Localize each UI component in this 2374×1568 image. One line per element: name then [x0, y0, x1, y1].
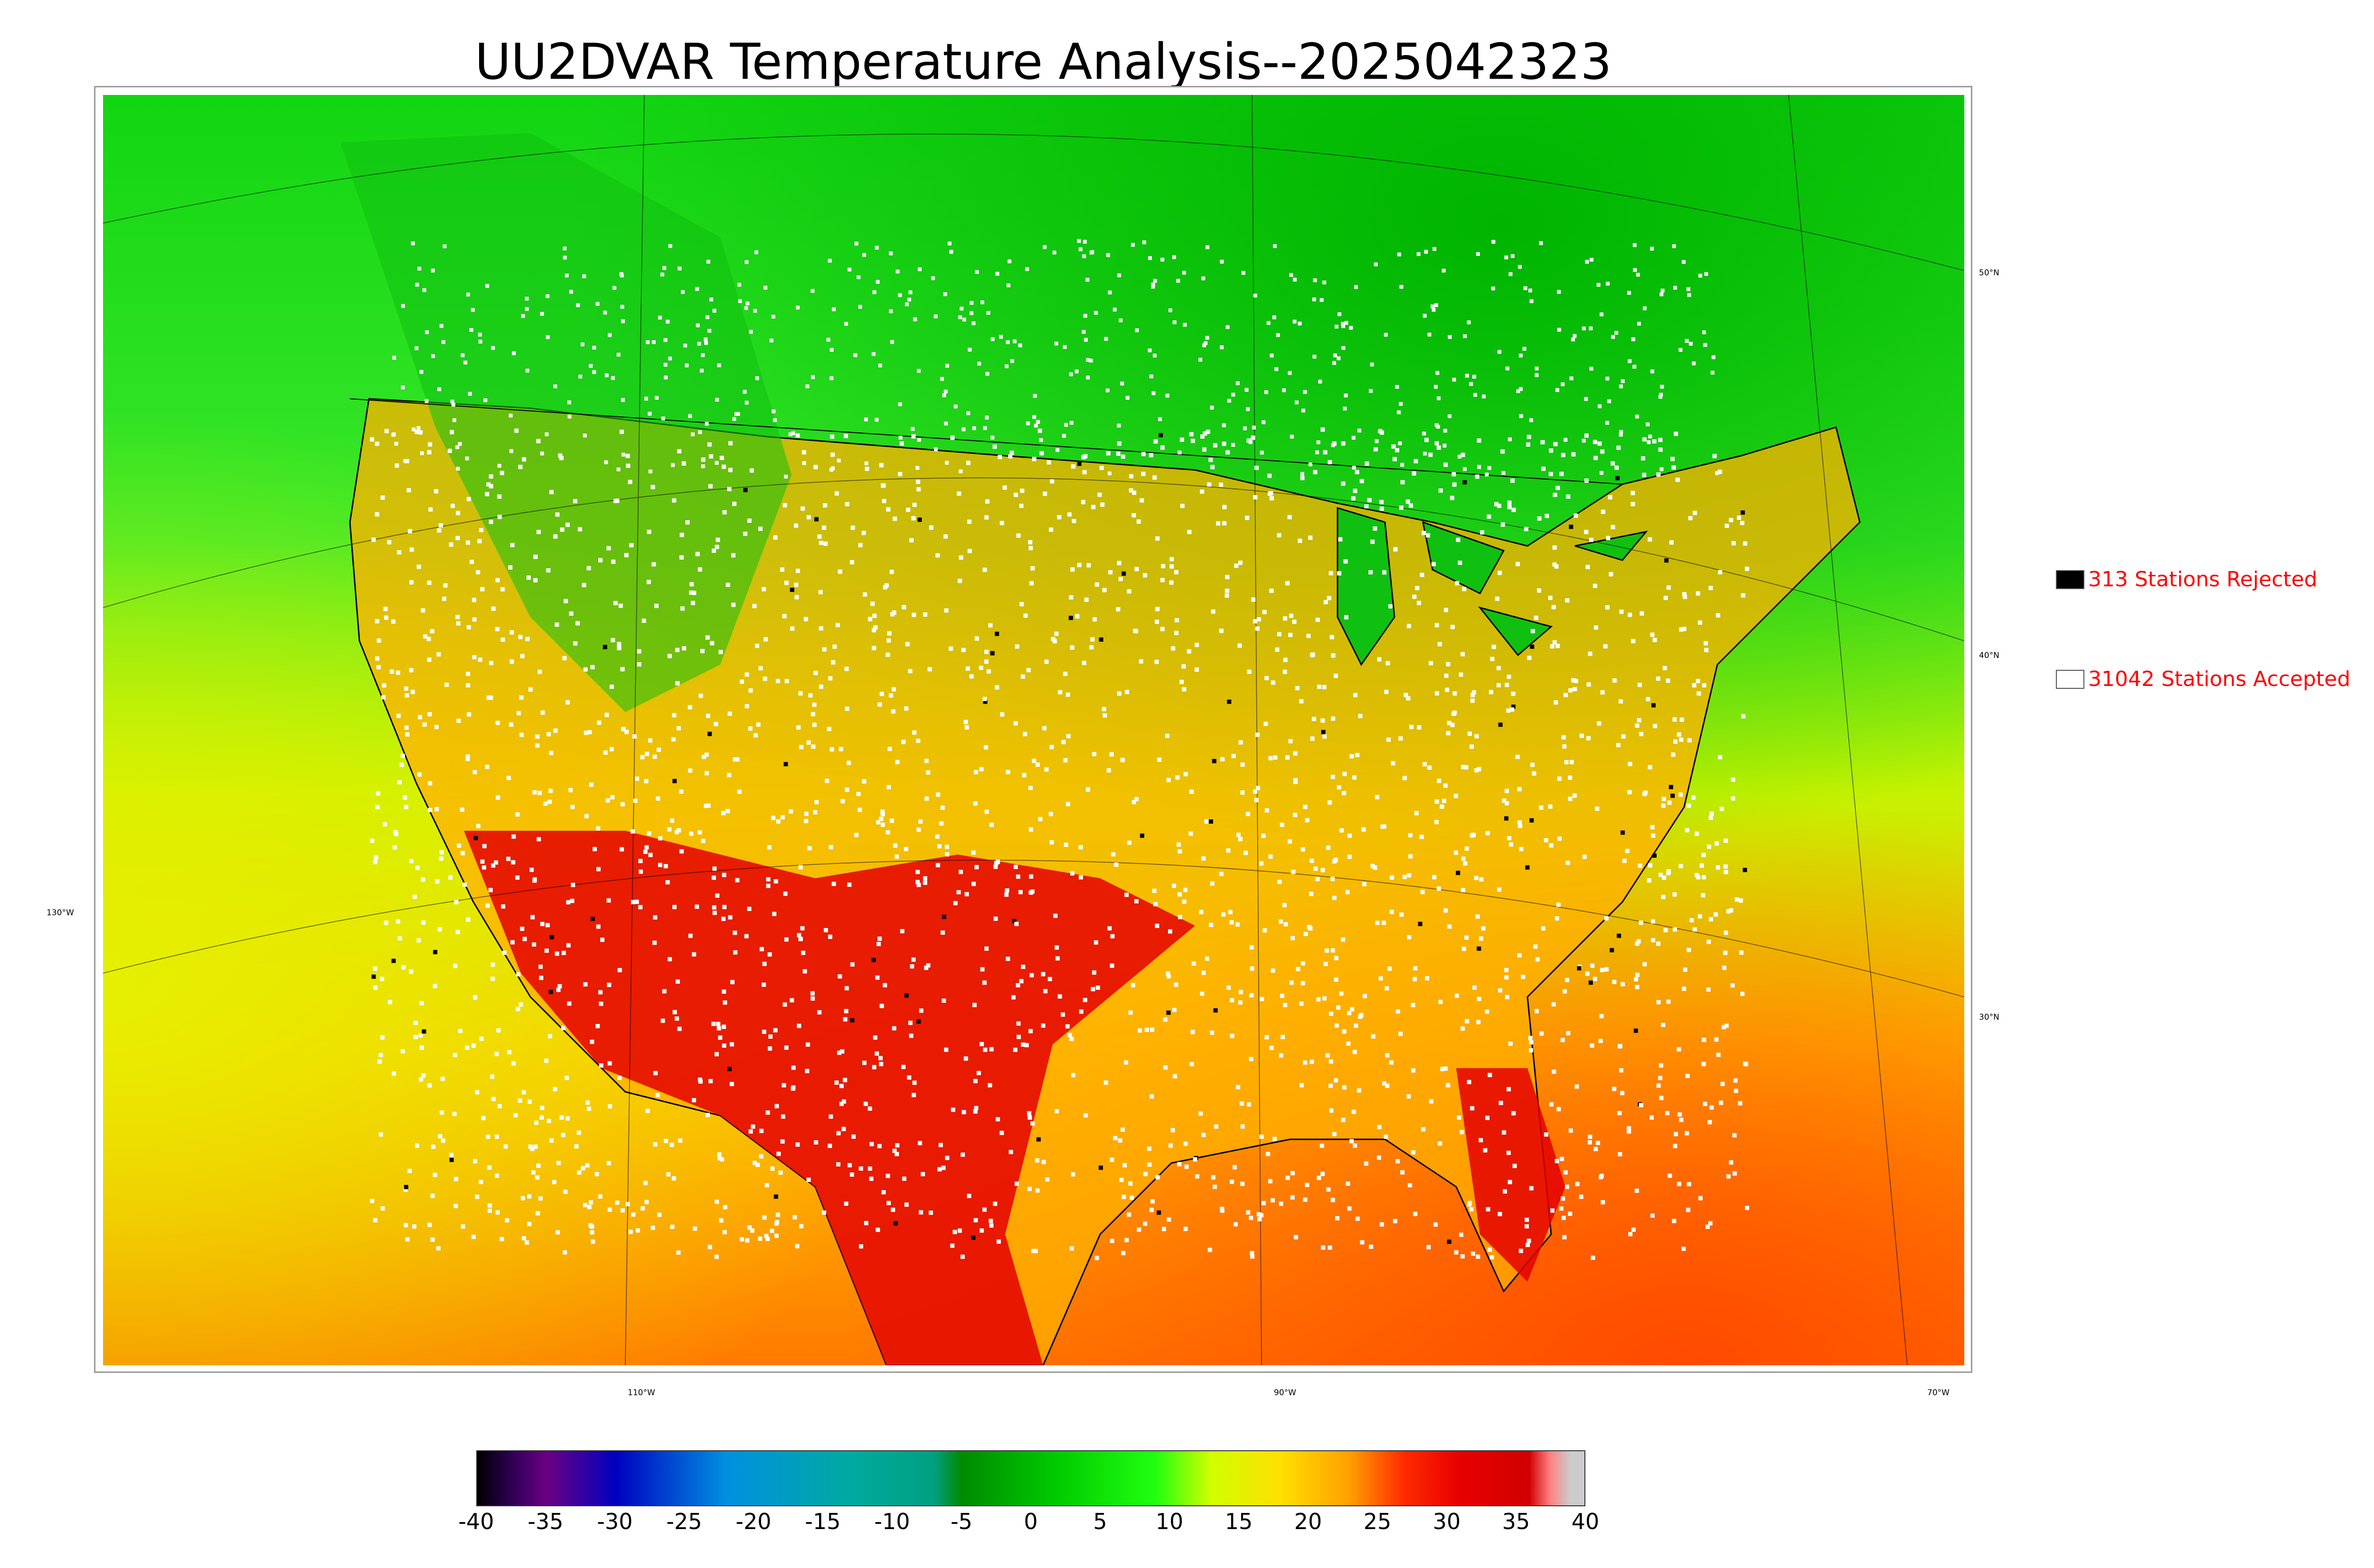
- colorbar-tick: 30: [1432, 1509, 1461, 1534]
- lon-label-70: 70°W: [1927, 1388, 1950, 1398]
- colorbar-tick: -35: [528, 1509, 564, 1534]
- colorbar-tick: -5: [951, 1509, 972, 1534]
- accepted-label: 31042 Stations Accepted: [2088, 667, 2351, 691]
- legend-accepted: 31042 Stations Accepted: [2056, 667, 2350, 691]
- florida: [1456, 1068, 1565, 1282]
- colorbar-tick: 5: [1093, 1509, 1107, 1534]
- southwest-hot-region: [464, 831, 1195, 1365]
- colorbar-tick: -30: [597, 1509, 633, 1534]
- lon-label-130: 130°W: [47, 908, 74, 918]
- temperature-map: [94, 86, 1972, 1373]
- graticule: [103, 95, 1964, 1365]
- lat-label-40: 40°N: [1979, 651, 1999, 660]
- colorbar-tick: -25: [666, 1509, 702, 1534]
- lon-label-110: 110°W: [628, 1388, 655, 1398]
- colorbar-tick: -10: [874, 1509, 910, 1534]
- rejected-swatch: [2056, 570, 2084, 589]
- colorbar-tick: 15: [1225, 1509, 1253, 1534]
- canada-border: [349, 398, 1623, 485]
- chart-title: UU2DVAR Temperature Analysis--2025042323: [475, 33, 1612, 91]
- station-markers: [370, 239, 1749, 1260]
- colorbar-tick: 10: [1155, 1509, 1184, 1534]
- northern-rockies-green: [340, 133, 791, 712]
- lat-label-30: 30°N: [1979, 1013, 1999, 1022]
- great-lakes: [1337, 507, 1648, 666]
- colorbar-tick: 20: [1294, 1509, 1322, 1534]
- colorbar-tick: 35: [1502, 1509, 1530, 1534]
- map-field: [103, 95, 1964, 1365]
- colorbar-tick: -20: [735, 1509, 772, 1534]
- lon-label-90: 90°W: [1274, 1388, 1296, 1398]
- colorbar-tick: -40: [458, 1509, 494, 1534]
- rejected-label: 313 Stations Rejected: [2088, 567, 2317, 592]
- legend-rejected: 313 Stations Rejected: [2056, 567, 2317, 592]
- colorbar-tick: 40: [1571, 1509, 1600, 1534]
- colorbar-tick: -15: [805, 1509, 841, 1534]
- lat-label-50: 50°N: [1979, 268, 1999, 278]
- colorbar-tick: 0: [1024, 1509, 1038, 1534]
- accepted-swatch: [2056, 669, 2084, 689]
- colorbar-tick: 25: [1363, 1509, 1392, 1534]
- colorbar-gradient: [477, 1451, 1584, 1505]
- colorbar: [476, 1450, 1585, 1506]
